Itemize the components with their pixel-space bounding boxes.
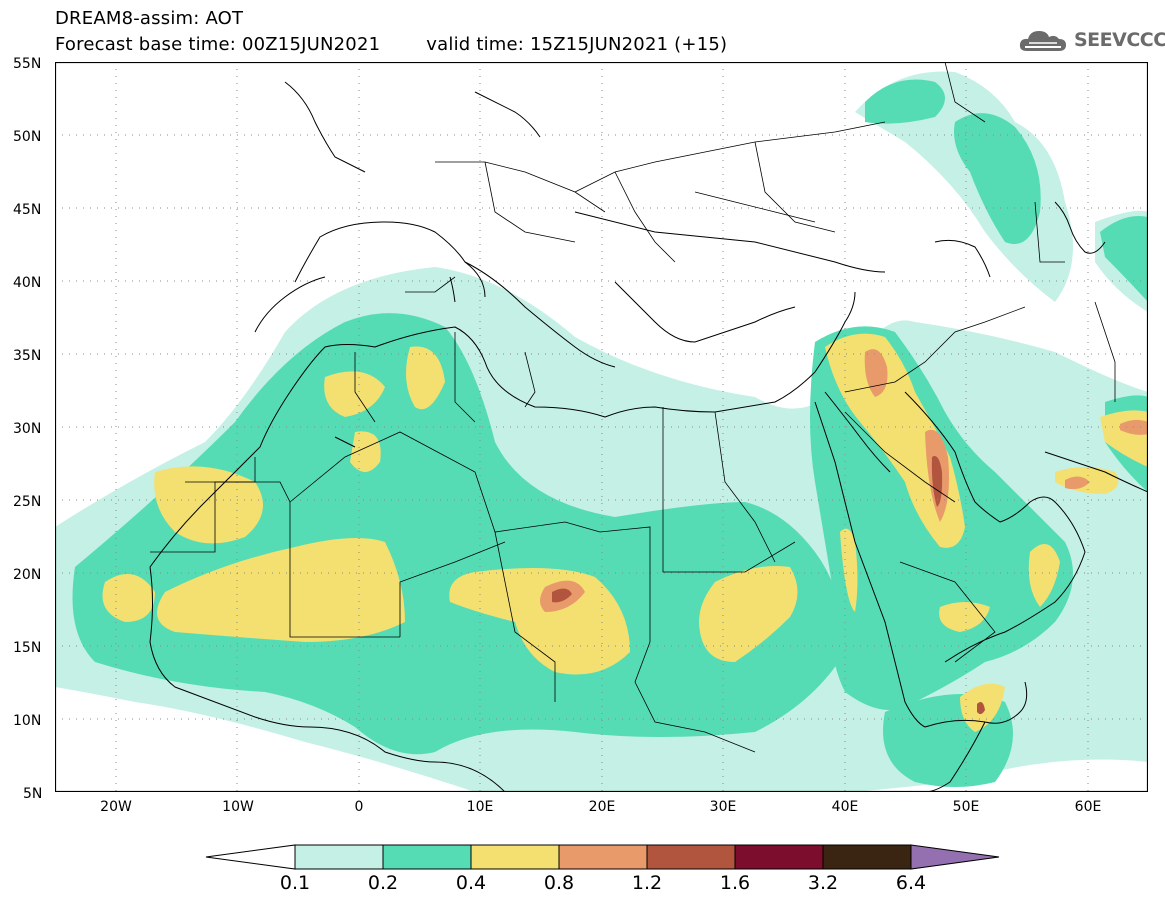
colorbar-label-6-4: 6.4 <box>895 872 927 894</box>
lon-label-40e: 40E <box>831 799 859 815</box>
lon-label-60e: 60E <box>1074 799 1102 815</box>
lat-label-45n: 45N <box>13 202 42 218</box>
colorbar-bin-2 <box>382 844 472 870</box>
title-line-2: Forecast base time: 00Z15JUN2021 valid ti… <box>55 35 727 55</box>
colorbar-bin-3 <box>470 844 560 870</box>
seevccc-logo: SEEVCCC <box>1017 25 1165 57</box>
lat-label-40n: 40N <box>13 275 42 291</box>
colorbar-graphic <box>205 844 1000 870</box>
colorbar-bin-5 <box>646 844 736 870</box>
lat-label-50n: 50N <box>13 129 42 145</box>
country-borders <box>150 62 1116 753</box>
lon-label-30e: 30E <box>709 799 737 815</box>
colorbar-label-0-4: 0.4 <box>455 872 487 894</box>
lon-label-10e: 10E <box>466 799 494 815</box>
colorbar-label-0-1: 0.1 <box>279 872 311 894</box>
lon-label-50e: 50E <box>952 799 980 815</box>
lon-label-0: 0 <box>354 799 364 815</box>
lat-label-10n: 10N <box>13 713 42 729</box>
colorbar-under-arrow <box>205 844 296 870</box>
lon-label-10w: 10W <box>222 799 254 815</box>
colorbar-bin-1 <box>294 844 384 870</box>
colorbar-label-0-8: 0.8 <box>543 872 575 894</box>
lat-label-55n: 55N <box>13 56 42 72</box>
graticule <box>55 62 1148 792</box>
lat-label-25n: 25N <box>13 494 42 510</box>
lon-label-20e: 20E <box>588 799 616 815</box>
lat-label-5n: 5N <box>23 786 43 802</box>
lat-label-35n: 35N <box>13 348 42 364</box>
colorbar-over-arrow <box>910 844 1000 870</box>
map-area <box>55 62 1148 792</box>
colorbar <box>205 843 1000 871</box>
lat-label-15n: 15N <box>13 640 42 656</box>
colorbar-label-1-2: 1.2 <box>631 872 663 894</box>
logo-text: SEEVCCC <box>1074 29 1165 51</box>
colorbar-label-1-6: 1.6 <box>719 872 751 894</box>
lon-label-20w: 20W <box>100 799 132 815</box>
lat-label-30n: 30N <box>13 421 42 437</box>
cloud-icon <box>1019 31 1066 51</box>
title-line-1: DREAM8-assim: AOT <box>55 8 244 29</box>
forecast-base-time: Forecast base time: 00Z15JUN2021 <box>55 34 381 55</box>
coastlines <box>149 81 1148 792</box>
lat-label-20n: 20N <box>13 567 42 583</box>
aot-level-1-2 <box>552 456 985 715</box>
valid-time: valid time: 15Z15JUN2021 (+15) <box>426 34 728 55</box>
colorbar-bin-7 <box>822 844 912 870</box>
colorbar-label-0-2: 0.2 <box>367 872 399 894</box>
colorbar-bin-4 <box>558 844 648 870</box>
colorbar-label-3-2: 3.2 <box>807 872 839 894</box>
colorbar-bin-6 <box>734 844 824 870</box>
aot-map <box>55 62 1148 792</box>
